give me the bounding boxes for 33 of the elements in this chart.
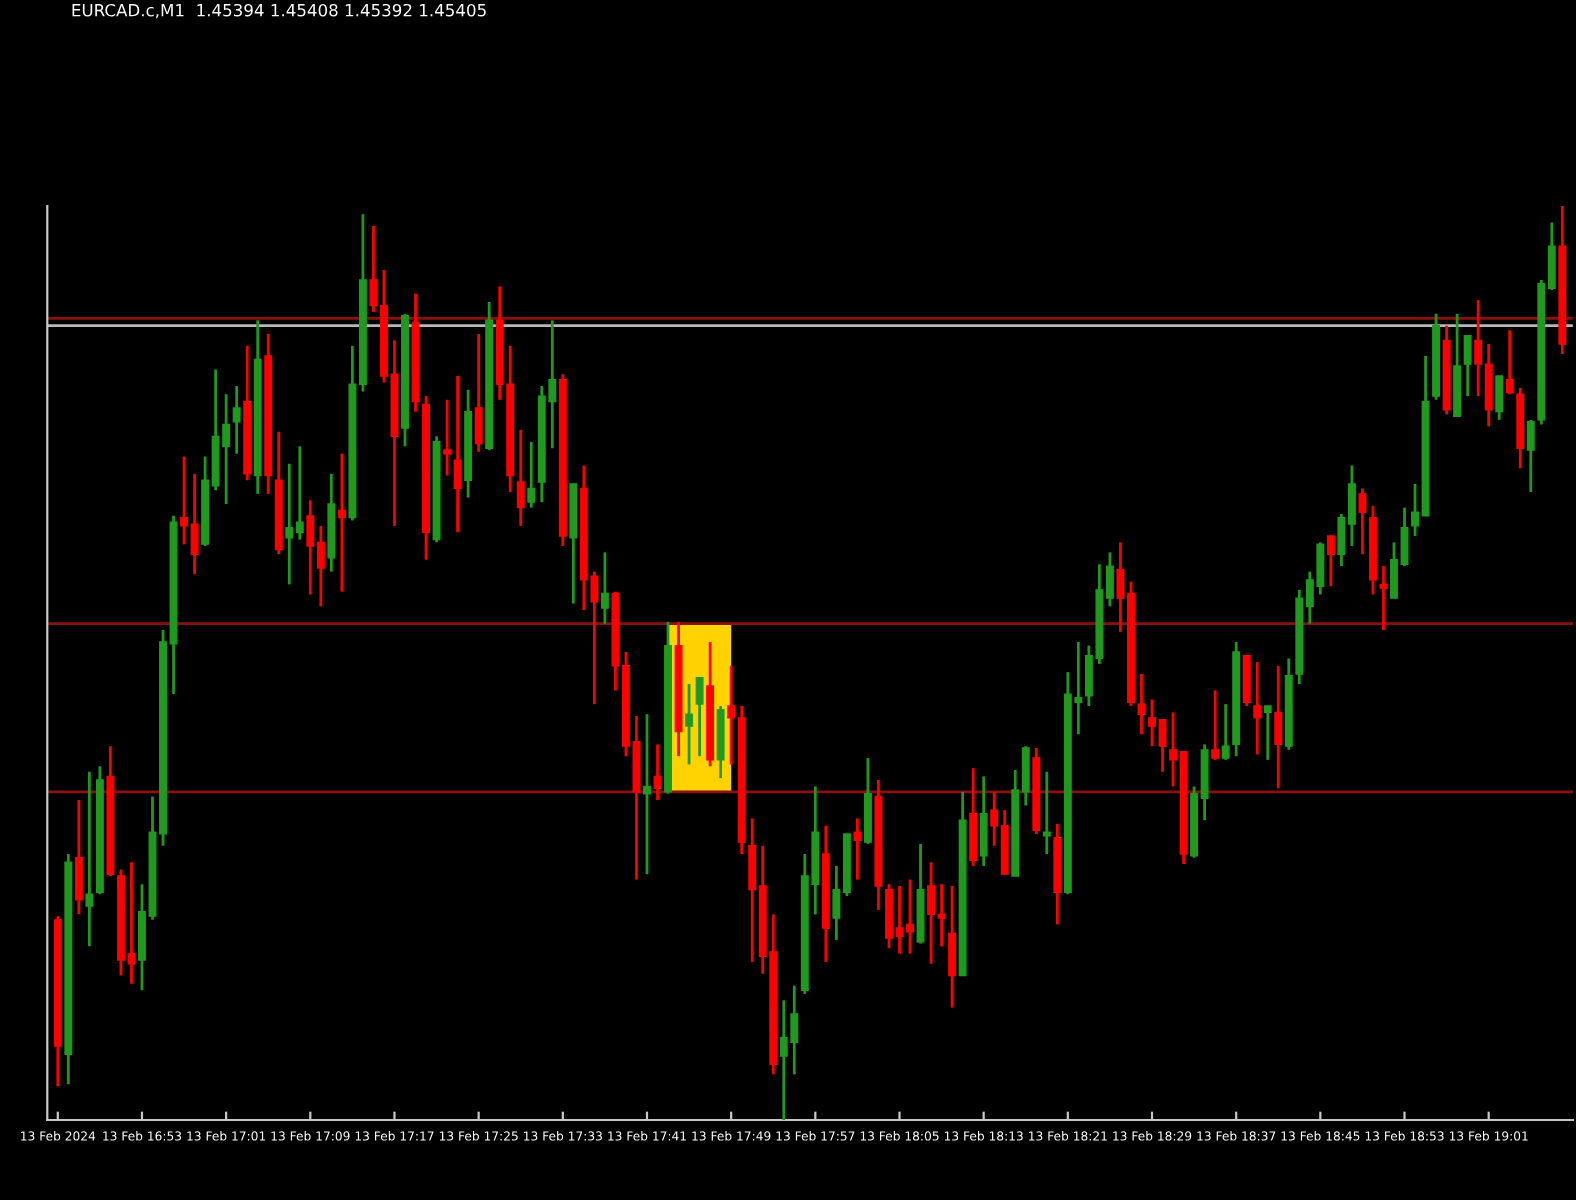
candlestick — [1263, 704, 1272, 762]
candlestick — [453, 374, 462, 534]
candlestick — [685, 682, 694, 766]
candlestick — [1358, 487, 1367, 556]
candlestick — [1221, 702, 1230, 762]
candlestick — [1274, 664, 1283, 790]
candlestick — [74, 798, 83, 916]
candlestick — [948, 884, 957, 1009]
candlestick — [85, 770, 94, 948]
chart-title: EURCAD.c,M1 1.45394 1.45408 1.45392 1.45405 — [72, 3, 486, 19]
candlestick — [1379, 564, 1388, 632]
candlestick — [1463, 334, 1472, 398]
candlestick — [474, 332, 483, 454]
candlestick — [337, 452, 346, 594]
candlestick — [232, 384, 241, 456]
candlestick — [1505, 328, 1514, 396]
candlestick — [600, 551, 609, 626]
candlestick — [1253, 660, 1262, 756]
candlestick — [527, 440, 536, 510]
candlestick — [979, 774, 988, 868]
candlestick — [1042, 770, 1051, 856]
candlestick — [695, 676, 704, 758]
candlestick — [1526, 418, 1535, 494]
candlestick — [1495, 374, 1504, 422]
candlestick — [1137, 672, 1146, 736]
candlestick — [443, 398, 452, 478]
candlestick — [1242, 654, 1251, 708]
candlestick — [969, 766, 978, 868]
candlestick — [1326, 534, 1335, 588]
candlestick — [516, 428, 525, 528]
candlestick — [1211, 689, 1220, 762]
candlestick — [853, 816, 862, 882]
candlestick — [643, 712, 651, 876]
